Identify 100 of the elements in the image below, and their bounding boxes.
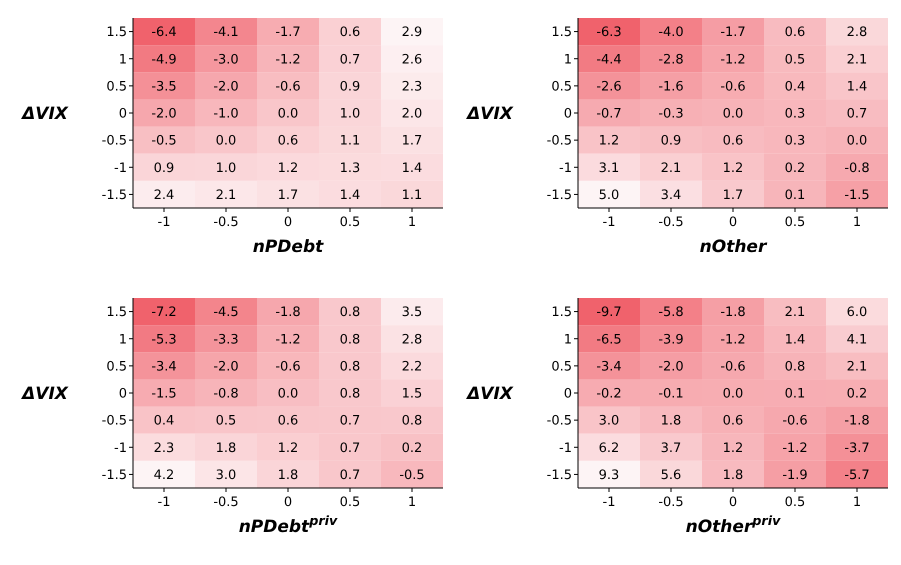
data-label: 5.0 [598, 188, 620, 203]
x-tick-label: 0 [284, 215, 292, 230]
x-tick-label: 1 [408, 495, 416, 510]
y-tick-label: 0.5 [106, 79, 127, 94]
data-label: 3.1 [598, 160, 620, 176]
data-label: 0.6 [722, 414, 744, 429]
data-label: 0.6 [784, 25, 806, 40]
data-label: -1.5 [151, 386, 177, 402]
data-label: -3.0 [213, 52, 239, 68]
data-label: -0.6 [720, 79, 746, 94]
data-label: -1.7 [275, 25, 301, 40]
data-label: 0.3 [784, 134, 806, 149]
data-label: 0.8 [340, 386, 360, 402]
y-tick-label: -1 [114, 440, 127, 456]
data-label: 3.0 [598, 414, 620, 429]
data-label: -5.3 [151, 332, 177, 348]
x-tick-label: 0 [728, 495, 738, 510]
data-label: 1.1 [402, 188, 422, 203]
data-label: -3.9 [658, 332, 684, 348]
data-label: 0.8 [340, 359, 360, 374]
data-label: -0.1 [658, 386, 684, 402]
y-tick-label: 1 [564, 52, 572, 68]
data-label: -4.1 [213, 25, 239, 40]
data-label: -3.3 [213, 332, 239, 348]
y-tick-label: 0 [564, 106, 572, 122]
data-label: 0.7 [340, 440, 360, 456]
x-tick-label: -1 [158, 215, 170, 230]
data-label: 1.0 [340, 106, 360, 122]
data-label: -1.8 [275, 305, 301, 320]
y-tick-label: -1 [114, 160, 127, 176]
data-label: 1.2 [278, 440, 298, 456]
y-tick-label: 0 [118, 386, 127, 402]
data-label: -3.4 [596, 359, 622, 374]
x-tick-label: 0 [728, 215, 738, 230]
data-label: -4.0 [658, 25, 684, 40]
data-label: 4.1 [846, 332, 868, 348]
data-label: 1.8 [722, 468, 744, 483]
data-label: 2.1 [846, 359, 868, 374]
y-tick-label: -0.5 [546, 414, 572, 429]
data-label: 2.3 [154, 440, 174, 456]
data-label: -2.8 [658, 52, 684, 68]
data-label: -5.8 [658, 305, 684, 320]
data-label: 0.6 [278, 414, 298, 429]
data-label: 0.9 [340, 79, 360, 94]
data-label: 2.0 [402, 106, 422, 122]
y-axis-title: ΔVIX [20, 384, 69, 404]
x-axis-title: nPDebt$^{priv}$ [238, 514, 338, 537]
data-label: -0.2 [596, 386, 622, 402]
data-label: 0.4 [784, 79, 806, 94]
data-label: -1.2 [782, 440, 808, 456]
data-label: -0.7 [596, 106, 622, 122]
data-label: 0.7 [340, 52, 360, 68]
data-label: -0.3 [658, 106, 684, 122]
data-label: 0.7 [340, 468, 360, 483]
y-tick-label: -1.5 [546, 188, 572, 203]
data-label: 1.7 [278, 188, 298, 203]
x-tick-label: 0 [284, 495, 292, 510]
data-label: -5.7 [844, 468, 870, 483]
data-label: 0.3 [784, 106, 806, 122]
x-axis-title: nPDebt [252, 237, 324, 257]
data-label: 2.8 [402, 332, 422, 348]
data-label: 0.0 [722, 386, 744, 402]
data-label: 2.3 [402, 79, 422, 94]
data-label: 2.2 [402, 359, 422, 374]
data-label: 0.6 [340, 25, 360, 40]
data-label: 4.2 [154, 468, 174, 483]
data-label: 2.4 [154, 188, 174, 203]
data-label: 0.1 [784, 386, 806, 402]
data-label: -0.8 [844, 160, 870, 176]
data-label: 2.1 [846, 52, 868, 68]
data-label: -1.2 [275, 332, 301, 348]
data-label: 0.8 [340, 332, 360, 348]
data-label: 0.4 [154, 414, 174, 429]
data-label: -6.3 [596, 25, 622, 40]
data-label: 0.2 [402, 440, 422, 456]
data-label: 2.9 [402, 25, 422, 40]
data-label: -6.5 [596, 332, 622, 348]
data-label: 0.7 [340, 414, 360, 429]
y-tick-label: 1 [118, 52, 127, 68]
y-tick-label: -1.5 [102, 188, 127, 203]
data-label: 3.4 [660, 188, 682, 203]
data-label: 0.5 [216, 414, 236, 429]
data-label: 2.1 [216, 188, 236, 203]
data-label: -6.4 [151, 25, 177, 40]
data-label: 0.1 [784, 188, 806, 203]
data-label: -1.7 [720, 25, 746, 40]
x-axis-title: nOther$^{priv}$ [686, 514, 782, 537]
y-axis-title: ΔVIX [465, 104, 514, 124]
y-tick-label: 1.5 [106, 305, 127, 320]
data-label: -0.6 [720, 359, 746, 374]
data-label: -1.5 [844, 188, 870, 203]
data-label: 0.2 [846, 386, 868, 402]
data-label: 0.0 [722, 106, 744, 122]
data-label: -1.0 [213, 106, 239, 122]
data-label: 1.2 [722, 440, 744, 456]
x-tick-label: 0.5 [784, 495, 806, 510]
data-label: -1.9 [782, 468, 808, 483]
y-axis-title: ΔVIX [465, 384, 514, 404]
data-label: 1.5 [402, 386, 422, 402]
data-label: 1.3 [340, 160, 360, 176]
